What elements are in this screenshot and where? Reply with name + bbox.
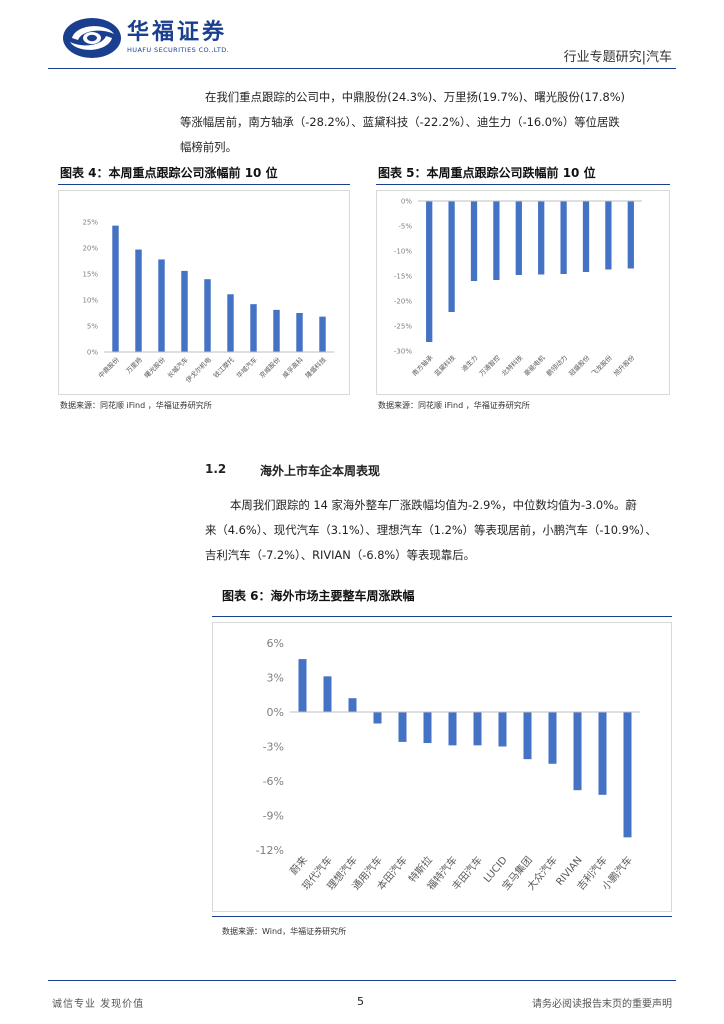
bar <box>560 201 567 274</box>
paragraph-top-movers: 在我们重点跟踪的公司中，中鼎股份(24.3%)、万里扬(19.7%)、曙光股份(… <box>180 85 673 160</box>
figure-6-title: 图表 6：海外市场主要整车周涨跌幅 <box>222 589 415 603</box>
bar <box>423 712 432 744</box>
figure-5-rule <box>376 184 670 185</box>
bar <box>470 201 478 281</box>
paragraph-line: 幅榜前列。 <box>180 140 237 154</box>
bar <box>319 316 326 352</box>
chart-frame <box>212 622 672 912</box>
bar <box>296 313 303 352</box>
y-tick-label: -25% <box>394 322 412 330</box>
bar <box>398 712 407 742</box>
figure-6-bottom-rule <box>212 916 672 917</box>
bar <box>348 698 357 712</box>
page-header: 华福证券 HUAFU SECURITIES CO.,LTD. 行业专题研究|汽车 <box>0 0 724 78</box>
huafu-logo-icon <box>63 18 121 58</box>
bar <box>158 259 165 352</box>
bar <box>627 201 634 269</box>
bar <box>112 225 119 352</box>
bar <box>273 309 280 352</box>
figure-4-chart: 25%20%15%10%5%0%中鼎股份 万里扬曙光股份长城汽车伊戈尔机电钱江摩托… <box>58 190 350 395</box>
footer-slogan: 诚信专业 发现价值 <box>52 999 145 1010</box>
y-tick-label: 10% <box>82 296 98 304</box>
y-tick-label: -12% <box>256 844 284 857</box>
figure-4-title: 图表 4：本周重点跟踪公司涨幅前 10 位 <box>60 166 278 180</box>
figure-5-source: 数据来源：同花顺 iFind ，华福证券研究所 <box>378 401 530 410</box>
bar <box>426 201 433 342</box>
bar <box>181 270 188 352</box>
bar <box>204 279 211 352</box>
y-tick-label: 0% <box>87 348 98 356</box>
y-tick-label: -3% <box>263 740 284 753</box>
bar <box>582 201 590 272</box>
chart-frame <box>58 190 350 395</box>
chart-frame <box>376 190 670 395</box>
bar <box>523 712 532 760</box>
y-tick-label: -5% <box>398 222 412 230</box>
logo-english-name: HUAFU SECURITIES CO.,LTD. <box>127 46 230 54</box>
y-tick-label: 3% <box>267 671 284 684</box>
bar <box>573 712 582 791</box>
footer-disclaimer: 请务必阅读报告末页的重要声明 <box>532 999 672 1010</box>
paragraph-line: 吉利汽车（-7.2%）、RIVIAN（-6.8%）等表现靠后。 <box>205 548 475 562</box>
bar <box>598 712 607 795</box>
bar <box>298 659 307 712</box>
section-number: 1.2 <box>205 462 227 476</box>
figure-5-title: 图表 5：本周重点跟踪公司跌幅前 10 位 <box>378 166 596 180</box>
y-tick-label: 15% <box>82 270 98 278</box>
figure-4-source: 数据来源：同花顺 iFind ，华福证券研究所 <box>60 401 212 410</box>
y-tick-label: -9% <box>263 809 284 822</box>
y-tick-label: 5% <box>87 322 98 330</box>
bar <box>605 201 612 270</box>
bar <box>323 676 332 712</box>
paragraph-line: 来（4.6%）、现代汽车（3.1%）、理想汽车（1.2%）等表现居前，小鹏汽车（… <box>205 523 657 537</box>
figure-6-chart: 6%3%0%-3%-6%-9%-12%蔚来现代汽车理想汽车通用汽车本田汽车特斯拉… <box>212 622 672 912</box>
figure-6-rule <box>212 616 672 617</box>
bar <box>515 201 522 275</box>
y-tick-label: 0% <box>401 197 412 205</box>
bar <box>227 294 234 352</box>
y-tick-label: 0% <box>267 706 284 719</box>
y-tick-label: 20% <box>82 244 98 252</box>
bar <box>473 712 482 746</box>
bar <box>538 201 545 275</box>
bar <box>135 249 142 352</box>
footer-divider <box>48 980 676 981</box>
bar <box>448 201 455 312</box>
bar <box>448 712 457 746</box>
bar <box>498 712 507 747</box>
bar <box>250 304 257 352</box>
figure-4-rule <box>58 184 350 185</box>
y-tick-label: -30% <box>394 347 412 355</box>
page-number: 5 <box>357 995 364 1008</box>
section-title: 海外上市车企本周表现 <box>260 464 381 478</box>
y-tick-label: -20% <box>394 297 412 305</box>
bar <box>493 201 500 280</box>
y-tick-label: 25% <box>82 218 98 226</box>
paragraph-line: 在我们重点跟踪的公司中，中鼎股份(24.3%)、万里扬(19.7%)、曙光股份(… <box>205 90 625 104</box>
y-tick-label: 6% <box>267 637 284 650</box>
figure-6-source: 数据来源：Wind，华福证券研究所 <box>222 927 347 936</box>
logo-chinese-name: 华福证券 <box>127 20 228 45</box>
paragraph-overseas-performance: 本周我们跟踪的 14 家海外整车厂涨跌幅均值为-2.9%，中位数均值为-3.0%… <box>205 493 673 568</box>
bar <box>623 712 632 838</box>
header-divider <box>48 68 676 69</box>
paragraph-line: 等涨幅居前，南方轴承（-28.2%）、蓝黛科技（-22.2%）、迪生力（-16.… <box>180 115 620 129</box>
y-tick-label: -6% <box>263 775 284 788</box>
bar <box>548 712 557 764</box>
y-tick-label: -10% <box>394 247 412 255</box>
y-tick-label: -15% <box>394 272 412 280</box>
bar <box>373 712 382 724</box>
report-category: 行业专题研究|汽车 <box>563 50 672 65</box>
paragraph-line: 本周我们跟踪的 14 家海外整车厂涨跌幅均值为-2.9%，中位数均值为-3.0%… <box>230 498 637 512</box>
